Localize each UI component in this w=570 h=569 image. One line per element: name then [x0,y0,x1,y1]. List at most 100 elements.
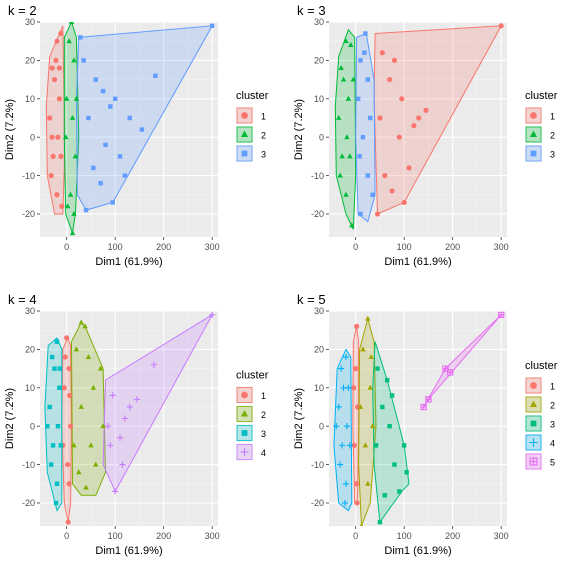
y-tick-label: 10 [25,383,35,393]
data-point [344,134,350,140]
data-point [401,443,407,448]
data-point [88,442,94,448]
data-point [362,442,369,448]
y-tick-label: -20 [22,498,35,508]
data-point [63,95,70,101]
legend-title: cluster [525,360,558,372]
legend-key-symbol [241,391,248,399]
data-point [85,354,92,360]
y-tick-label: 20 [314,56,324,66]
y-axis-title: Dim2 (7.2%) [293,388,305,449]
legend-label: 3 [550,420,555,430]
y-tick-label: 20 [25,345,35,355]
x-tick-label: 0 [64,531,69,541]
data-point [354,500,360,506]
x-tick-label: 300 [494,531,509,541]
data-point [65,519,71,525]
data-point [447,369,454,376]
data-point [387,423,392,429]
data-point [73,346,80,352]
data-point [56,96,63,102]
x-tick-label: 100 [108,242,123,252]
data-point [348,42,354,47]
data-point [365,315,371,321]
data-point [112,488,119,495]
y-tick-label: 30 [25,306,35,316]
legend-label: 3 [550,150,555,160]
data-point [71,57,77,63]
data-point [150,361,158,368]
x-tick-label: 100 [397,531,412,541]
data-point [58,30,64,37]
data-point [48,462,54,467]
cluster-hull-3 [355,32,376,223]
data-point [354,323,360,329]
data-point [360,134,366,140]
x-tick-label: 300 [494,242,509,252]
data-point [353,365,359,372]
data-point [368,354,374,360]
data-point [346,442,353,449]
data-point [387,76,393,83]
data-point [117,154,123,159]
data-point [47,404,52,410]
legend-label: 2 [261,410,266,420]
y-tick-label: 10 [25,94,35,104]
x-tick-label: 100 [108,531,123,541]
data-point [355,96,361,101]
data-point [139,127,145,132]
data-point [351,442,357,448]
data-point [342,480,350,487]
data-point [365,480,371,486]
data-point [389,393,395,398]
data-point [416,115,422,121]
legend-key-symbol [529,438,538,447]
x-tick-label: 200 [156,242,171,252]
legend-label: 2 [261,131,266,141]
data-point [64,335,70,341]
data-point [83,484,89,490]
y-tick-label: 30 [314,17,324,27]
x-axis-title: Dim1 (61.9%) [95,256,162,268]
legend-key-symbol [530,420,537,427]
legend-label: 1 [261,112,266,122]
data-point [81,58,86,63]
y-tick-label: -20 [311,209,324,219]
y-tick-label: -10 [311,460,324,470]
data-point [54,339,60,344]
data-point [399,96,405,102]
data-point [335,114,342,120]
data-point [425,396,432,403]
data-point [54,192,60,198]
data-point [97,365,104,371]
data-point [354,481,360,487]
data-point [78,35,83,40]
data-point [116,434,124,441]
data-point [359,523,364,526]
data-point [59,203,65,209]
data-point [58,443,64,448]
data-point [56,65,63,71]
data-point [76,469,82,475]
data-point [349,222,355,228]
chart-title: k = 2 [8,3,37,18]
data-point [347,153,353,159]
data-point [83,207,89,213]
y-axis-title: Dim2 (7.2%) [4,388,16,449]
data-point [49,65,55,71]
plot-background [329,22,507,237]
data-point [98,181,103,186]
data-point [66,392,73,399]
data-point [103,142,108,148]
legend-label: 3 [261,429,266,439]
legend-key-symbol [240,447,249,457]
data-point [367,384,373,390]
data-point [343,38,349,44]
data-point [48,172,54,179]
legend-label: 2 [550,401,555,411]
legend-key-symbol [240,410,249,417]
plot-area [45,22,215,236]
data-point [337,172,343,178]
data-point [69,114,76,120]
x-tick-label: 200 [445,531,460,541]
